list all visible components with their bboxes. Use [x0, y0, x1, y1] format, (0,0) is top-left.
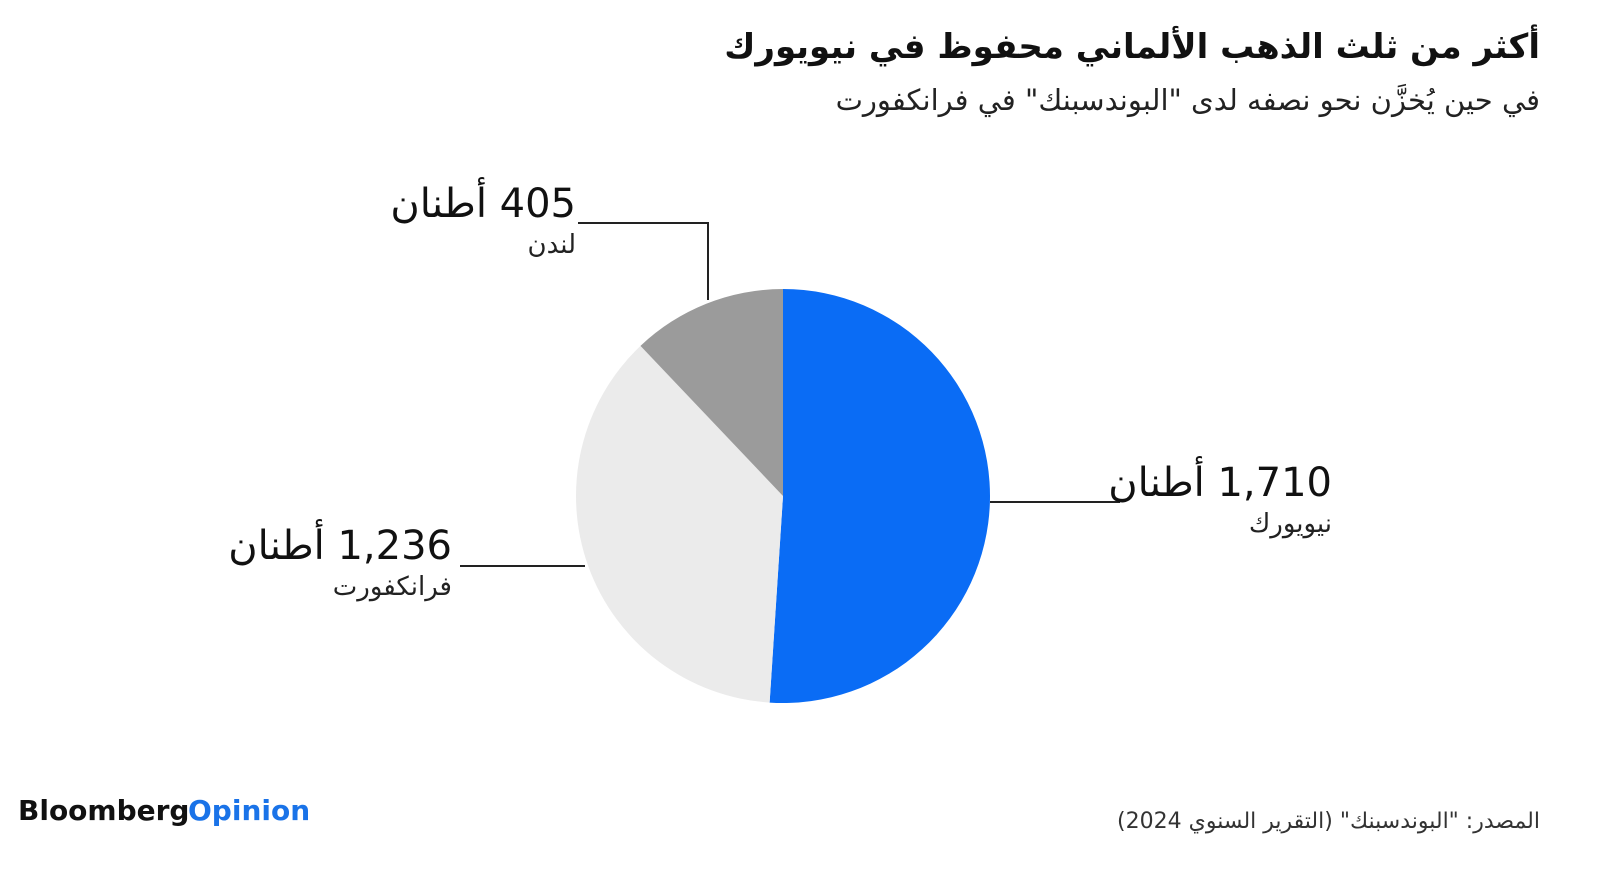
chart-subtitle: في حين يُخزَّن نحو نصفه لدى "البوندسبنك"…	[836, 83, 1540, 118]
brand-name: Bloomberg	[18, 794, 189, 827]
pie-slice	[575, 345, 783, 703]
source: المصدر: "البوندسبنك" (التقرير السنوي 202…	[1117, 809, 1540, 834]
brand-product: Opinion	[188, 794, 310, 827]
pie-slice	[640, 289, 783, 496]
pie-slice	[769, 289, 990, 703]
value-label: 405 أطنان	[390, 177, 576, 227]
category-label: نيويورك	[1249, 509, 1332, 539]
chart-title: أكثر من ثلث الذهب الألماني محفوظ في نيوي…	[724, 24, 1540, 67]
category-label: لندن	[527, 230, 576, 260]
value-label: 1,710 أطنان	[1108, 456, 1332, 506]
value-label: 1,236 أطنان	[228, 519, 452, 569]
category-label: فرانكفورت	[333, 572, 452, 602]
leader-line	[578, 222, 709, 300]
